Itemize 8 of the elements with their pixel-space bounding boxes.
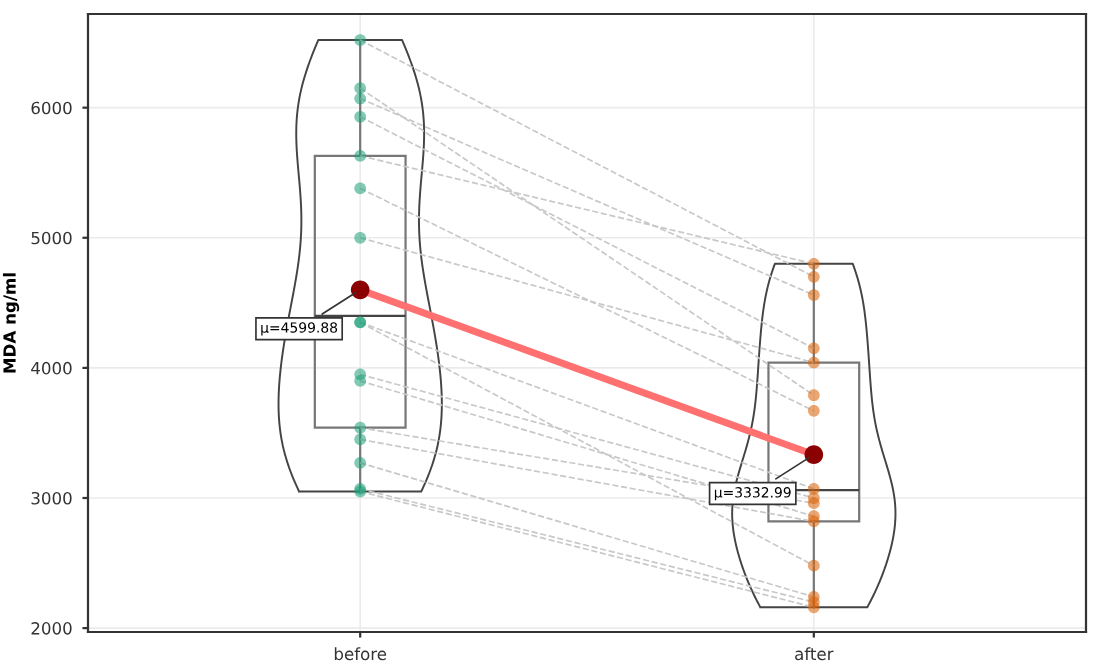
x-tick-label: before: [334, 647, 387, 661]
y-tick-label: 6000: [31, 101, 72, 115]
y-tick-label: 4000: [31, 361, 72, 375]
x-tick-label: after: [795, 647, 834, 661]
y-tick-label: 5000: [31, 231, 72, 245]
y-tick-label: 2000: [31, 622, 72, 635]
y-axis-title: MDA ng/ml: [2, 273, 20, 373]
y-tick-label: 3000: [31, 491, 72, 505]
